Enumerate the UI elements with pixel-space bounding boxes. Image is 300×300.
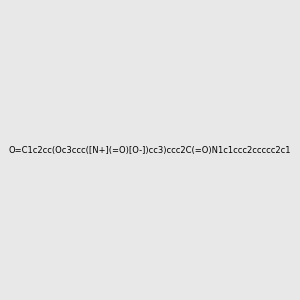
Text: O=C1c2cc(Oc3ccc([N+](=O)[O-])cc3)ccc2C(=O)N1c1ccc2ccccc2c1: O=C1c2cc(Oc3ccc([N+](=O)[O-])cc3)ccc2C(=… — [9, 146, 291, 154]
